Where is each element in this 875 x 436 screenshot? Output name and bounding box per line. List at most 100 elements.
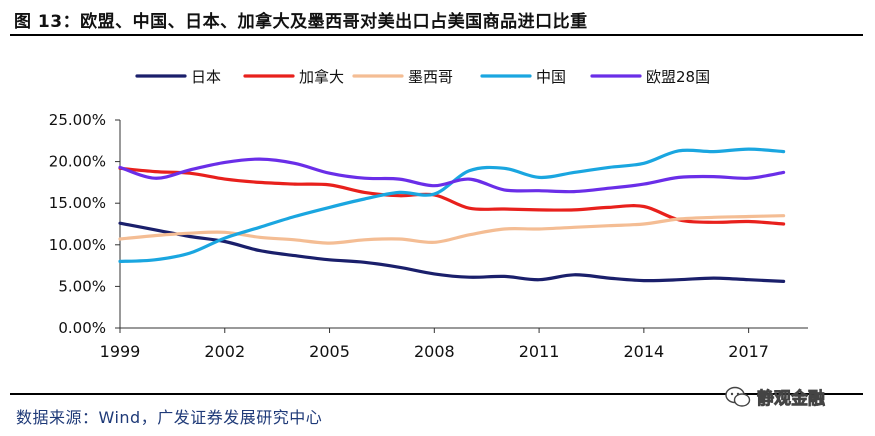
data-point bbox=[154, 259, 156, 261]
series-line-5 bbox=[118, 157, 786, 194]
data-point bbox=[399, 192, 401, 194]
data-point bbox=[224, 232, 226, 234]
data-point bbox=[538, 228, 540, 230]
data-point bbox=[119, 222, 121, 224]
data-point bbox=[538, 177, 540, 179]
data-point bbox=[399, 238, 401, 240]
data-point bbox=[573, 209, 575, 211]
legend-label: 中国 bbox=[536, 68, 566, 86]
data-point bbox=[468, 207, 470, 209]
data-point bbox=[573, 227, 575, 229]
data-point bbox=[259, 158, 261, 160]
data-point bbox=[224, 237, 226, 239]
data-point bbox=[678, 279, 680, 281]
data-point bbox=[364, 198, 366, 200]
data-point bbox=[538, 190, 540, 192]
footer-rule bbox=[10, 393, 863, 395]
data-point bbox=[503, 276, 505, 278]
x-tick-label: 2002 bbox=[204, 342, 245, 361]
data-point bbox=[189, 252, 191, 254]
data-point bbox=[119, 238, 121, 240]
data-point bbox=[643, 223, 645, 225]
data-point bbox=[468, 178, 470, 180]
data-point bbox=[678, 218, 680, 220]
data-point bbox=[434, 273, 436, 275]
data-point bbox=[119, 167, 121, 169]
data-point bbox=[224, 178, 226, 180]
data-point bbox=[154, 229, 156, 231]
series-line-1 bbox=[118, 221, 786, 283]
data-point bbox=[224, 162, 226, 164]
legend-label: 欧盟28国 bbox=[646, 68, 710, 86]
data-point bbox=[748, 221, 750, 223]
data-point bbox=[329, 242, 331, 244]
data-point bbox=[364, 192, 366, 194]
data-point bbox=[154, 235, 156, 237]
data-point bbox=[573, 172, 575, 174]
data-point bbox=[503, 168, 505, 170]
data-point bbox=[748, 177, 750, 179]
data-point bbox=[399, 178, 401, 180]
y-tick-label: 15.00% bbox=[49, 194, 106, 212]
data-point bbox=[259, 227, 261, 229]
data-point bbox=[259, 182, 261, 184]
data-point bbox=[748, 148, 750, 150]
data-point bbox=[503, 189, 505, 191]
data-point bbox=[608, 277, 610, 279]
y-tick-label: 20.00% bbox=[49, 153, 106, 171]
data-point bbox=[468, 234, 470, 236]
data-point bbox=[399, 267, 401, 269]
data-point bbox=[259, 237, 261, 239]
data-point bbox=[329, 207, 331, 209]
data-point bbox=[713, 176, 715, 178]
data-point bbox=[713, 222, 715, 224]
data-point bbox=[119, 261, 121, 263]
data-point bbox=[189, 172, 191, 174]
data-point bbox=[748, 216, 750, 218]
data-point bbox=[154, 171, 156, 173]
x-tick-label: 1999 bbox=[100, 342, 141, 361]
data-point bbox=[224, 241, 226, 243]
y-tick-label: 0.00% bbox=[58, 319, 106, 337]
data-point bbox=[189, 232, 191, 234]
data-point bbox=[783, 172, 785, 174]
x-tick-label: 2008 bbox=[414, 342, 455, 361]
data-point bbox=[783, 281, 785, 283]
data-point bbox=[713, 217, 715, 219]
data-point bbox=[608, 207, 610, 209]
series-line-4 bbox=[118, 147, 786, 263]
x-tick-label: 2011 bbox=[519, 342, 560, 361]
data-point bbox=[783, 223, 785, 225]
y-tick-label: 25.00% bbox=[49, 111, 106, 129]
data-point bbox=[329, 259, 331, 261]
data-point bbox=[294, 255, 296, 257]
data-point bbox=[294, 239, 296, 241]
data-point bbox=[189, 236, 191, 238]
data-point bbox=[503, 228, 505, 230]
data-point bbox=[748, 279, 750, 281]
legend-label: 日本 bbox=[191, 68, 221, 86]
title-rule bbox=[10, 34, 863, 36]
watermark: 静观金融 bbox=[725, 384, 825, 409]
source-note: 数据来源：Wind，广发证券发展研究中心 bbox=[16, 408, 323, 427]
x-tick-label: 2005 bbox=[309, 342, 350, 361]
data-point bbox=[294, 216, 296, 218]
x-tick-label: 2017 bbox=[728, 342, 769, 361]
data-point bbox=[154, 177, 156, 179]
data-point bbox=[643, 163, 645, 165]
data-point bbox=[468, 170, 470, 172]
data-point bbox=[399, 195, 401, 197]
data-point bbox=[678, 177, 680, 179]
data-point bbox=[608, 187, 610, 189]
data-point bbox=[713, 277, 715, 279]
data-point bbox=[538, 279, 540, 281]
data-point bbox=[643, 183, 645, 185]
data-point bbox=[573, 191, 575, 193]
data-point bbox=[294, 183, 296, 185]
data-point bbox=[434, 185, 436, 187]
data-point bbox=[468, 276, 470, 278]
y-tick-label: 5.00% bbox=[58, 277, 106, 295]
series-line-3 bbox=[118, 214, 786, 245]
data-point bbox=[678, 150, 680, 152]
